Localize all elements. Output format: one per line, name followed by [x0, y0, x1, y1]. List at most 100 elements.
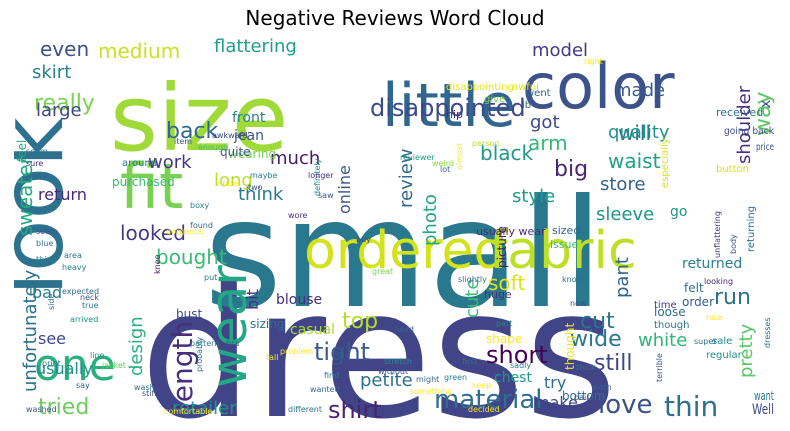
word-material: material — [434, 385, 543, 415]
word-now: now — [570, 299, 587, 308]
word-sizing: sizing — [250, 317, 284, 331]
word-decided: decided — [468, 405, 500, 414]
word-return: return — [38, 185, 87, 204]
word-petite: petite — [360, 370, 413, 391]
word-go: go — [670, 204, 687, 220]
word-find: find — [324, 371, 339, 380]
word-tried: tried — [38, 395, 89, 420]
word-time: time — [654, 300, 677, 311]
word-button: button — [716, 164, 749, 175]
word-look: look — [14, 117, 83, 296]
word-area: area — [64, 251, 82, 260]
word-pair: pair — [574, 393, 590, 402]
word-medium: medium — [98, 39, 180, 63]
word-definitely: definitely — [313, 158, 322, 196]
word-give: give — [484, 94, 505, 105]
word-skirt: skirt — [32, 62, 71, 83]
word-usually: usually — [36, 359, 93, 378]
word-model: model — [532, 40, 588, 61]
word-loose: loose — [654, 305, 686, 319]
word-really: really — [34, 91, 95, 116]
word-sadly: sadly — [510, 361, 531, 370]
word-bad: bad — [32, 283, 62, 302]
word-order: order — [682, 295, 714, 309]
word-wide: wide — [570, 327, 622, 352]
word-top: top — [342, 309, 378, 334]
word-fabric: fabric — [489, 221, 637, 281]
word-boxy: boxy — [190, 201, 209, 210]
word-usually-wear: usually wear — [476, 225, 546, 238]
word-long: long — [214, 170, 253, 191]
word-slightly: slightly — [458, 275, 487, 284]
word-especially: especially — [660, 138, 671, 188]
word-cloud: dresssmallsizelookcolorlittlefitorderedf… — [14, 38, 776, 425]
word-person: person — [472, 139, 499, 148]
word-cute: cute — [462, 279, 483, 318]
word-color: color — [522, 50, 675, 123]
word-cut: cut — [580, 309, 615, 334]
word-size: size — [110, 65, 288, 172]
word-great: great — [372, 267, 393, 276]
word-one: one — [34, 340, 116, 391]
word-thought: thought — [563, 323, 577, 370]
word-quite: quite — [220, 145, 251, 159]
word-heavy: heavy — [62, 263, 87, 272]
word-short: short — [486, 341, 548, 369]
word-probably: probably — [195, 337, 204, 372]
word-around: around — [122, 158, 157, 169]
word-think: think — [238, 184, 284, 205]
word-way: way — [751, 92, 776, 137]
word-style: style — [512, 186, 555, 207]
word-online: online — [335, 165, 354, 214]
word-run: run — [714, 285, 751, 310]
word-arrived: arrived — [70, 315, 98, 324]
word-big: big — [554, 157, 588, 182]
word-part: part — [496, 319, 512, 328]
word-know: know — [562, 275, 584, 284]
word-jacket: jacket — [101, 361, 126, 370]
word-maybe: maybe — [250, 171, 278, 180]
word-pant: pant — [612, 257, 633, 298]
word-thing: thing — [36, 255, 57, 264]
word-little: little — [382, 71, 516, 141]
word-though: though — [654, 320, 689, 331]
word-something: something — [410, 387, 452, 396]
word-bottom: bottom — [562, 389, 605, 403]
word-item: item — [174, 137, 192, 146]
word-arm: arm — [528, 131, 568, 155]
word-comfortable: comfortable — [164, 407, 212, 416]
word-jean: jean — [233, 128, 264, 144]
word-bra: bra — [226, 339, 239, 348]
word-work: work — [148, 152, 192, 173]
word-feel: feel — [15, 140, 29, 162]
word-well: Well — [752, 402, 774, 418]
word-loved: loved — [26, 171, 48, 180]
word-sleeve: sleeve — [596, 204, 654, 225]
word-pattern: pattern — [190, 339, 219, 348]
word-print: print — [42, 359, 61, 368]
word-bought: bought — [156, 245, 227, 269]
word-make: make — [534, 393, 578, 412]
word-dresses: dresses — [763, 317, 772, 348]
word-line: line — [90, 351, 105, 360]
word-worn: worn — [592, 383, 612, 392]
word-longer: longer — [308, 171, 334, 180]
word-issue: issue — [550, 238, 578, 251]
word-returned: returned — [682, 256, 742, 272]
word-first: first — [462, 357, 478, 366]
word-enough: enough — [198, 143, 228, 152]
word-looked: looked — [120, 221, 186, 245]
word-need: need — [394, 325, 414, 334]
word-received: received — [716, 106, 763, 119]
word-looking: looking — [704, 277, 733, 286]
word-terrible: terrible — [655, 353, 664, 382]
word-ordered: ordered — [304, 221, 507, 281]
word-felt: felt — [684, 281, 704, 295]
word-knee: knee — [153, 254, 162, 274]
word-almost: almost — [455, 143, 464, 170]
word-review: review — [396, 148, 417, 208]
word-length: length — [166, 321, 199, 410]
word-keep: keep — [472, 381, 491, 390]
word-shoulder: shoulder — [734, 85, 755, 164]
word-two: two — [248, 183, 263, 192]
